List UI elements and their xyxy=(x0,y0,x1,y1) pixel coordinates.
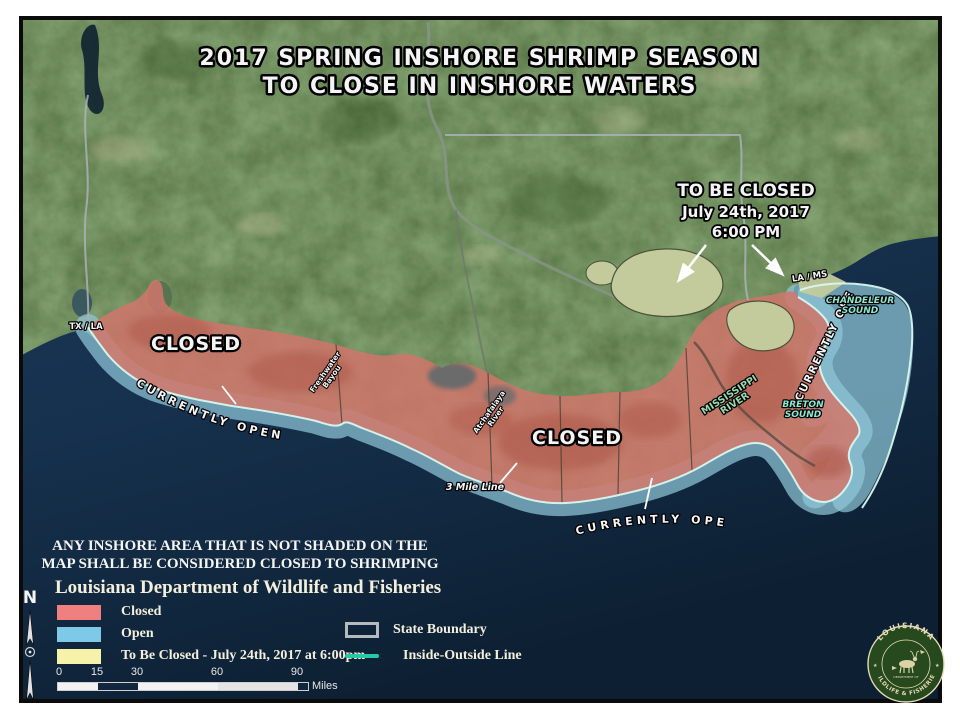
scale-bar: 0 15 30 60 90 Miles xyxy=(55,666,377,696)
scale-tick-60: 60 xyxy=(210,666,224,678)
scale-bar-segments xyxy=(57,682,309,691)
legend-item-state-boundary: State Boundary xyxy=(345,622,487,638)
notice-line2: MAP SHALL BE CONSIDERED CLOSED TO SHRIMP… xyxy=(41,556,439,572)
label-closed-west: CLOSED xyxy=(151,333,241,355)
scale-tick-15: 15 xyxy=(90,666,104,678)
open-label: Open xyxy=(121,626,154,641)
label-to-be-closed: TO BE CLOSED xyxy=(677,181,815,201)
to-be-closed-arrow-right xyxy=(751,244,785,277)
label-tx-la: TX / LA xyxy=(69,322,103,332)
atchafalaya-river-line xyxy=(455,209,489,381)
label-to-be-closed-date: July 24th, 2017 xyxy=(681,203,810,221)
agency-logo: LOUISIANA WILDLIFE & FISHERIES DEPARTMEN… xyxy=(867,621,945,703)
map-border xyxy=(19,16,942,703)
to-be-closed-label: To Be Closed - July 24th, 2017 at 6:00pm xyxy=(121,648,366,663)
map-title-line1: 2017 SPRING INSHORE SHRIMP SEASON xyxy=(199,46,760,71)
scale-unit: Miles xyxy=(312,680,338,692)
lake-pontchartrain xyxy=(610,248,724,318)
closed-area-texture xyxy=(128,314,850,503)
legend-item-open: Open xyxy=(57,626,154,642)
state-boundary-north xyxy=(445,134,749,301)
notice-block: ANY INSHORE AREA THAT IS NOT SHADED ON T… xyxy=(25,537,455,573)
three-mile-pointer xyxy=(499,462,518,484)
logo-star-right: ★ xyxy=(935,663,940,669)
currently-open-west-pointer xyxy=(221,385,237,405)
label-closed-central: CLOSED xyxy=(532,427,622,449)
label-to-be-closed-time: 6:00 PM xyxy=(712,223,780,241)
closed-label: Closed xyxy=(121,604,162,619)
inside-outside-label: Inside-Outside Line xyxy=(403,648,522,663)
currently-open-south-pointer xyxy=(644,477,653,510)
state-boundary-swatch xyxy=(345,622,379,638)
to-be-closed-swatch xyxy=(57,648,101,664)
logo-star-left: ★ xyxy=(873,663,878,669)
logo-center-text: DEPARTMENT OF xyxy=(893,675,918,679)
state-boundary-label: State Boundary xyxy=(393,622,487,637)
map-title-line2: TO CLOSE IN INSHORE WATERS xyxy=(263,74,698,99)
scale-tick-0: 0 xyxy=(55,666,63,678)
label-chandeleur-2: SOUND xyxy=(842,306,879,316)
state-boundary-west xyxy=(83,94,90,328)
legend-item-to-be-closed: To Be Closed - July 24th, 2017 at 6:00pm xyxy=(57,648,365,664)
label-breton-1: BRETON xyxy=(782,400,824,410)
closed-swatch xyxy=(57,604,101,620)
map-content: 2017 SPRING INSHORE SHRIMP SEASON TO CLO… xyxy=(22,19,939,700)
scale-tick-30: 30 xyxy=(130,666,144,678)
inside-outside-swatch xyxy=(345,654,379,658)
north-arrow: N xyxy=(23,588,37,701)
agency-name: Louisiana Department of Wildlife and Fis… xyxy=(55,577,442,598)
ms-sound-wedge xyxy=(798,274,846,298)
legend-item-inside-outside: Inside-Outside Line xyxy=(345,648,522,664)
to-be-closed-arrow-left xyxy=(676,244,707,283)
scale-tick-90: 90 xyxy=(290,666,304,678)
scale-ticks: 0 15 30 60 90 xyxy=(55,666,377,678)
label-breton-2: SOUND xyxy=(785,410,822,420)
atchafalaya-bay xyxy=(484,386,516,406)
toledo-bend-lake xyxy=(81,24,104,115)
open-swatch xyxy=(57,626,101,642)
notice-line1: ANY INSHORE AREA THAT IS NOT SHADED ON T… xyxy=(52,538,428,554)
zone-boundaries xyxy=(335,343,693,503)
inside-outside-line-east xyxy=(799,282,914,509)
legend-item-closed: Closed xyxy=(57,604,161,620)
vermilion-bay xyxy=(428,363,476,389)
label-chandeleur-1: CHANDELEUR xyxy=(826,296,894,306)
lake-borgne xyxy=(726,300,795,352)
mississippi-river-lower xyxy=(693,341,816,468)
logo-deer-icon xyxy=(892,650,925,674)
north-label: N xyxy=(23,588,37,608)
label-3-mile-line: 3 Mile Line xyxy=(446,482,505,493)
